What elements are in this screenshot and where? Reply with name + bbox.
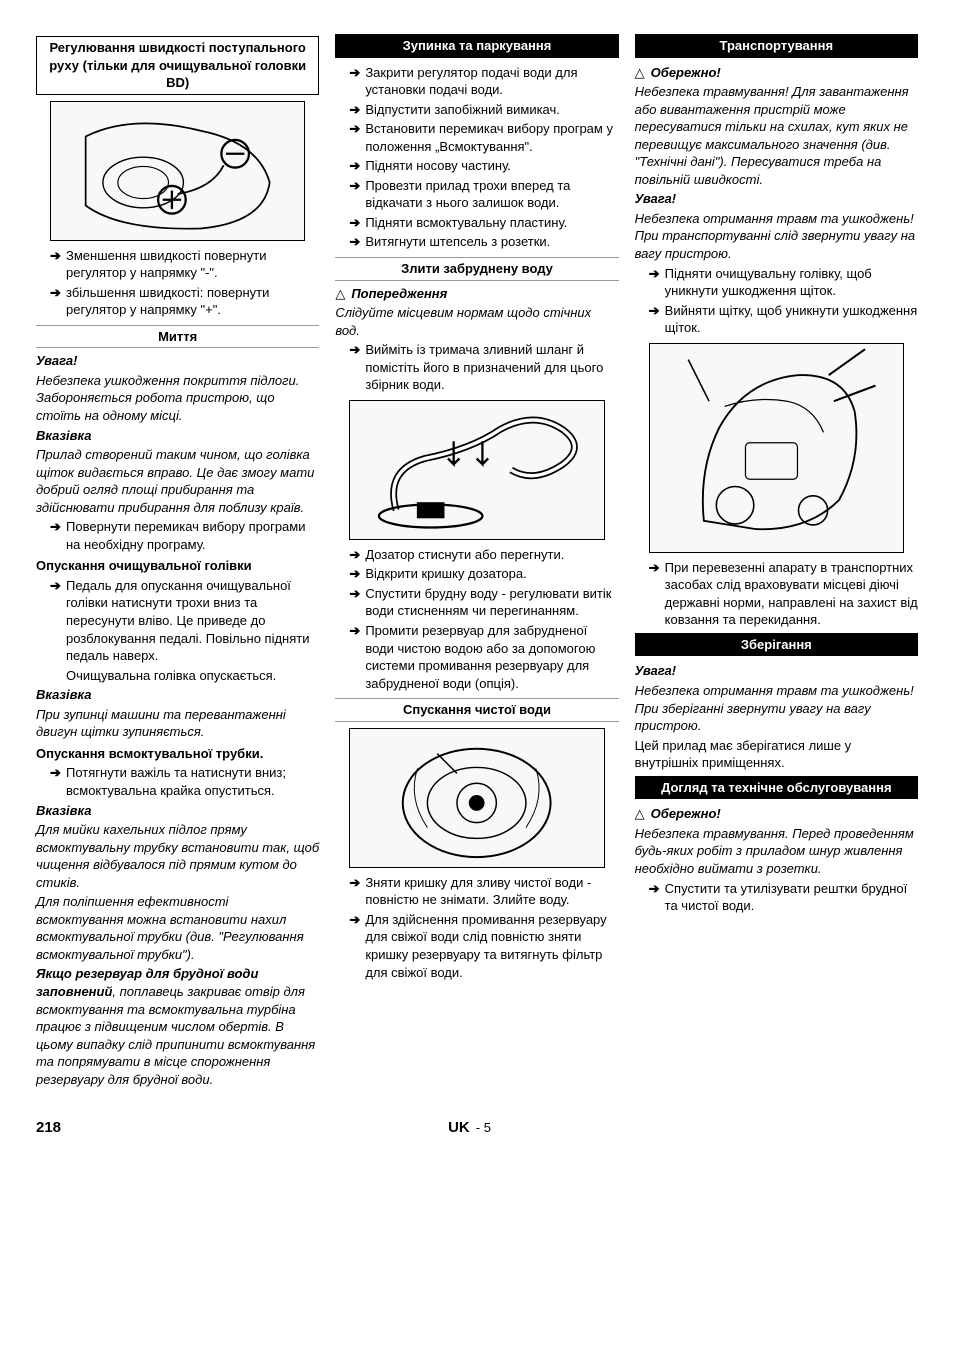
column-2: Зупинка та паркування ➔Закрити регулятор… [335,30,618,1090]
warning: △Обережно! [635,64,918,82]
arrow-icon: ➔ [649,302,665,320]
figure-bd-head [50,101,305,241]
bullet: ➔Відпустити запобіжний вимикач. [335,101,618,119]
bullet: ➔Підняти очищувальну голівку, щоб уникну… [635,265,918,300]
warning-icon: △ [335,285,351,303]
bullet: ➔Витягнути штепсель з розетки. [335,233,618,251]
note-text: Прилад створений таким чином, що голівка… [36,446,319,516]
lang-code: UK [448,1119,470,1136]
warning: △Обережно! [635,805,918,823]
arrow-icon: ➔ [349,101,365,119]
note-text: Якщо резервуар для брудної води заповнен… [36,965,319,1088]
heading-clean-water: Спускання чистої води [335,698,618,722]
note-text: Для поліпшення ефективності всмоктування… [36,893,319,963]
note-label: Вказівка [36,427,319,445]
heading-wash: Миття [36,325,319,349]
arrow-icon: ➔ [349,565,365,583]
bullet: ➔Зняти кришку для зливу чистої води - по… [335,874,618,909]
bullet: ➔Промити резервуар для забрудненої води … [335,622,618,692]
arrow-icon: ➔ [349,233,365,251]
bullet: ➔Вийміть із тримача зливний шланг й помі… [335,341,618,394]
warning-label: Увага! [635,190,918,208]
arrow-icon: ➔ [349,157,365,175]
warning-text: Небезпека ушкодження покриття підлоги. З… [36,372,319,425]
figure-transport [649,343,904,553]
bullet: ➔Дозатор стиснути або перегнути. [335,546,618,564]
arrow-icon: ➔ [349,911,365,929]
arrow-icon: ➔ [349,64,365,82]
arrow-icon: ➔ [50,577,66,595]
arrow-icon: ➔ [349,120,365,138]
footer-sub: - 5 [476,1120,491,1135]
heading-storage: Зберігання [635,633,918,657]
warning-label: Увага! [635,662,918,680]
bullet: ➔Закрити регулятор подачі води для устан… [335,64,618,99]
arrow-icon: ➔ [349,214,365,232]
arrow-icon: ➔ [349,341,365,359]
heading-speed: Регулювання швидкості поступального руху… [36,36,319,95]
warning-icon: △ [635,64,651,82]
bullet: ➔Спустити та утилізувати рештки брудної … [635,880,918,915]
body-text: Цей прилад має зберігатися лише у внутрі… [635,737,918,772]
arrow-icon: ➔ [349,546,365,564]
bullet: ➔Педаль для опускання очищувальної голів… [36,577,319,665]
heading-drain: Злити забруднену воду [335,257,618,281]
bullet: ➔Потягнути важіль та натиснути вниз; всм… [36,764,319,799]
note-text: Для мийки кахельних підлог пряму всмокту… [36,821,319,891]
bullet: ➔Провезти прилад трохи вперед та відкача… [335,177,618,212]
arrow-icon: ➔ [50,518,66,536]
subheading: Опускання всмоктувальної трубки. [36,745,319,763]
arrow-icon: ➔ [50,284,66,302]
bullet: ➔Відкрити кришку дозатора. [335,565,618,583]
arrow-icon: ➔ [649,265,665,283]
warning-text: Небезпека травмування. Перед проведенням… [635,825,918,878]
page-footer: 218 UK - 5 [36,1118,918,1138]
arrow-icon: ➔ [349,622,365,640]
footer-center: UK - 5 [61,1118,878,1138]
warning-text: Небезпека травмування! Для завантаження … [635,83,918,188]
bullet: ➔Повернути перемикач вибору програми на … [36,518,319,553]
heading-maintenance: Догляд та технічне обслуговування [635,776,918,800]
arrow-icon: ➔ [349,177,365,195]
bullet: ➔збільшення швидкості: повернути регулят… [36,284,319,319]
arrow-icon: ➔ [349,585,365,603]
arrow-icon: ➔ [50,247,66,265]
note-label: Вказівка [36,802,319,820]
bullet: ➔Підняти всмоктувальну пластину. [335,214,618,232]
warning-text: Небезпека отримання травм та ушкоджень! … [635,210,918,263]
body-text: Очищувальна голівка опускається. [36,667,319,685]
warning-icon: △ [635,805,651,823]
figure-hose [349,400,604,540]
bullet: ➔Підняти носову частину. [335,157,618,175]
note-text: При зупинці машини та перевантаженні дви… [36,706,319,741]
warning-text: Небезпека отримання травм та ушкоджень! … [635,682,918,735]
bullet: ➔При перевезенні апарату в транспортних … [635,559,918,629]
page-number: 218 [36,1118,61,1138]
heading-stop: Зупинка та паркування [335,34,618,58]
bullet: ➔Для здійснення промивання резервуару дл… [335,911,618,981]
arrow-icon: ➔ [649,880,665,898]
warning-label: Увага! [36,352,319,370]
bullet: ➔Зменшення швидкості повернути регулятор… [36,247,319,282]
bullet: ➔Встановити перемикач вибору програм у п… [335,120,618,155]
bullet: ➔Вийняти щітку, щоб уникнути ушкодження … [635,302,918,337]
bullet: ➔Спустити брудну воду - регулювати витік… [335,585,618,620]
note-label: Вказівка [36,686,319,704]
column-3: Транспортування △Обережно! Небезпека тра… [635,30,918,1090]
arrow-icon: ➔ [349,874,365,892]
warning: △Попередження [335,285,618,303]
arrow-icon: ➔ [50,764,66,782]
figure-tank [349,728,604,868]
column-1: Регулювання швидкості поступального руху… [36,30,319,1090]
heading-transport: Транспортування [635,34,918,58]
warning-text: Слідуйте місцевим нормам щодо стічних во… [335,304,618,339]
subheading: Опускання очищувальної голівки [36,557,319,575]
arrow-icon: ➔ [649,559,665,577]
page-columns: Регулювання швидкості поступального руху… [36,30,918,1090]
